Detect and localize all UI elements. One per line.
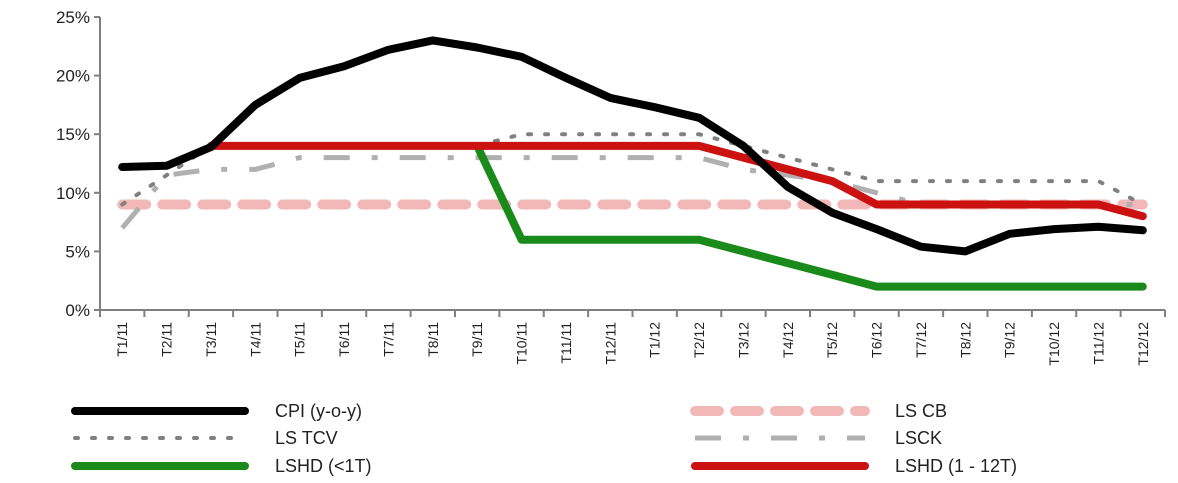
legend-label-cpi-y-o-y: CPI (y-o-y) [275,401,362,421]
x-tick-label: T7/11 [380,322,396,357]
x-tick-label: T12/11 [602,322,618,365]
x-tick-label: T5/11 [292,322,308,357]
y-tick-label: 0% [65,301,90,320]
y-tick-label: 10% [56,184,90,203]
x-tick-label: T10/12 [1046,322,1062,366]
series-line-lshd-1t [473,141,1147,291]
x-tick-label: T4/11 [247,322,263,357]
x-axis-ticks: T1/11 T2/11 T3/11 T4/11 T5/11 T6/11 T7/11 T8/11… [99,310,1166,366]
legend-label-lshd-1t: LSHD (<1T) [275,456,372,476]
y-axis-ticks: 0% 5% 10% 15% 20% 25% [56,8,100,320]
x-tick-label: T3/11 [203,322,219,357]
chart-legend: CPI (y-o-y) LS CB LS TCV LSCK LSHD (<1T) LSHD… [71,401,1017,476]
series-line-lshd-1-12t [206,141,1147,221]
y-tick-label: 20% [56,67,90,86]
x-tick-label: T2/11 [159,322,175,357]
y-tick-label: 15% [56,125,90,144]
y-tick-label: 25% [56,8,90,27]
series-line-lsck [120,155,1143,230]
x-tick-label: T9/11 [469,322,485,357]
legend-label-ls-cb: LS CB [895,401,947,421]
x-tick-label: T2/12 [691,322,707,358]
x-tick-label: T3/12 [735,322,751,358]
legend-label-ls-tcv: LS TCV [275,428,338,448]
legend-label-lshd-1-12t: LSHD (1 - 12T) [895,456,1017,476]
x-tick-label: T6/11 [336,322,352,357]
chart-axes [99,17,1165,311]
x-tick-label: T12/12 [1135,322,1151,366]
x-tick-label: T11/12 [1090,322,1106,365]
series-line-cpi-y-o-y [118,36,1147,256]
x-tick-label: T4/12 [780,322,796,358]
x-tick-label: T1/12 [647,322,663,358]
x-tick-label: T1/11 [114,322,130,357]
x-tick-label: T11/11 [558,322,574,364]
x-tick-label: T10/11 [514,322,530,365]
x-tick-label: T9/12 [1002,322,1018,358]
y-tick-label: 5% [65,242,90,261]
x-tick-label: T6/12 [869,322,885,358]
x-tick-label: T8/12 [957,322,973,358]
x-tick-label: T8/11 [425,322,441,357]
legend-label-lsck: LSCK [895,428,942,448]
x-tick-label: T5/12 [824,322,840,358]
chart-series [117,36,1148,291]
x-tick-label: T7/12 [913,322,929,358]
